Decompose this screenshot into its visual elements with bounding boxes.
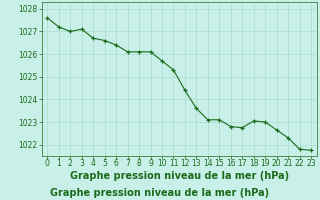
Text: Graphe pression niveau de la mer (hPa): Graphe pression niveau de la mer (hPa) [51, 188, 269, 198]
X-axis label: Graphe pression niveau de la mer (hPa): Graphe pression niveau de la mer (hPa) [70, 171, 289, 181]
